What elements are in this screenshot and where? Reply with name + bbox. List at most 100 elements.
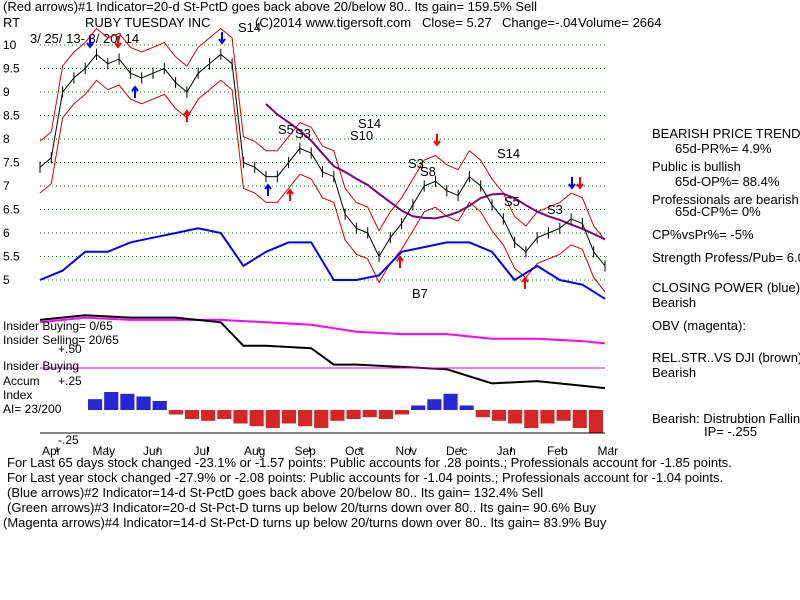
accum-bar (491, 410, 507, 421)
signal-arrow-icon (286, 188, 294, 201)
accum-bar (249, 410, 264, 427)
x-tick-label: Apr (42, 444, 61, 458)
signal-arrows (86, 32, 584, 289)
series-lines (39, 48, 606, 390)
signal-arrow-icon (521, 276, 529, 289)
strength-ratio: Strength Profess/Pub= 6.0 (652, 250, 800, 265)
moving-average (265, 103, 606, 241)
relstr-state: Bearish (652, 365, 696, 380)
signal-arrow-icon (183, 109, 191, 122)
signal-arrow-icon (131, 85, 139, 98)
y-tick-label: 6.5 (3, 203, 20, 217)
x-tick-label: May (93, 444, 116, 458)
price-line (39, 53, 606, 267)
cp-vs-pr: CP%vsPr%= -5% (652, 227, 754, 242)
x-tick-label: Nov (396, 444, 417, 458)
signal-label: S10 (350, 128, 373, 143)
accum-bar (362, 410, 377, 418)
signal-label: S14 (238, 20, 261, 35)
volume-value: Volume= 2664 (578, 15, 661, 30)
x-tick-label: Sep (295, 444, 317, 458)
signal-label: S14 (497, 146, 520, 161)
ai-label: AI= 23/200 (3, 402, 62, 416)
accum-bar (136, 396, 151, 410)
y-tick-label: 8 (3, 132, 10, 146)
accum-bar (217, 410, 232, 419)
accum-bar (330, 410, 345, 421)
accum-bar (540, 410, 555, 424)
accum-label: Accum (3, 374, 40, 388)
insider-buying: Insider Buying= 0/65 (3, 319, 113, 333)
y-tick-label: 8.5 (3, 109, 20, 123)
accum-bar (120, 393, 135, 410)
accum-bar (104, 392, 119, 410)
lower-band (39, 79, 606, 293)
closing-power-state: Bearish (652, 295, 696, 310)
footer-line4: (Green arrows)#3 Indicator=20-d St-Pct-D… (7, 500, 596, 515)
signal-arrow-icon (433, 134, 441, 147)
accum-bar (459, 405, 474, 410)
signal-arrow-icon (576, 177, 584, 190)
x-tick-label: Mar (598, 444, 619, 458)
accum-bar (88, 399, 103, 410)
insider-buying-line-label: Insider Buying (3, 359, 79, 373)
company-name: RUBY TUESDAY INC (85, 15, 210, 30)
signal-label: S5 (504, 194, 520, 209)
footer-line2: For Last year stock changed -27.9% or -2… (7, 470, 723, 485)
accum-bar (265, 410, 280, 428)
obv-line (39, 316, 606, 345)
op-value: 65d-OP%= 88.4% (675, 174, 780, 189)
accum-bar (346, 410, 361, 419)
symbol: RT (3, 15, 20, 30)
upper-band (39, 27, 606, 241)
x-tick-label: Dec (446, 444, 467, 458)
y-tick-label: 10 (3, 38, 17, 52)
y-tick-label: 9 (3, 85, 10, 99)
signal-label: S3 (547, 202, 563, 217)
change-value: Change=-.04 (502, 15, 578, 30)
price-axis: 10 9.5 9 8.5 8 7.5 7 6.5 6 5.5 5 (3, 38, 20, 287)
accum-bar (572, 410, 587, 428)
accum-bar (184, 410, 200, 419)
x-tick-label: Feb (547, 444, 568, 458)
footer-line1: For Last 65 days stock changed -23.1% or… (7, 455, 732, 470)
accum-bar (201, 410, 216, 421)
signal-arrow-icon (264, 183, 272, 196)
accum-bar (556, 410, 571, 421)
y-tick-label: 7.5 (3, 156, 20, 170)
ip-value: IP= -.255 (704, 424, 757, 439)
accum-bar (475, 410, 490, 418)
accum-bar (152, 401, 167, 410)
close-value: Close= 5.27 (422, 15, 492, 30)
accum-bar (508, 410, 523, 424)
x-tick-label: Jul (194, 444, 209, 458)
y-tick-label: 5 (3, 273, 10, 287)
signal-arrow-icon (86, 36, 94, 49)
signal-label: S5 (278, 122, 294, 137)
cp-value: 65d-CP%= 0% (675, 204, 761, 219)
signal-label: S3 (408, 156, 424, 171)
closing-power-label: CLOSING POWER (blue): (652, 280, 800, 295)
accum-bar (588, 410, 603, 433)
accum-bar (394, 410, 410, 415)
obv-label: OBV (magenta): (652, 318, 746, 333)
signal-arrow-icon (114, 36, 122, 49)
y-tick-label: 6 (3, 226, 10, 240)
y-tick-label: 5.5 (3, 250, 20, 264)
plus25-label: +.25 (58, 374, 82, 388)
professionals-status: Professionals are bearish (652, 192, 799, 207)
accum-bar (411, 405, 426, 410)
footer-line5: (Magenta arrows)#4 Indicator=14-d St-Pct… (3, 515, 607, 530)
accum-bar (427, 399, 442, 410)
y-tick-label: 9.5 (3, 62, 20, 76)
footer-line3: (Blue arrows)#2 Indicator=14-d St-PctD g… (7, 485, 543, 500)
accum-bar (281, 410, 297, 424)
copyright: (C)2014 www.tigersoft.com (255, 15, 411, 30)
signal-arrow-icon (396, 255, 404, 268)
y-tick-label: 7 (3, 179, 10, 193)
public-status: Public is bullish (652, 159, 741, 174)
signal-label: S3 (295, 126, 311, 141)
